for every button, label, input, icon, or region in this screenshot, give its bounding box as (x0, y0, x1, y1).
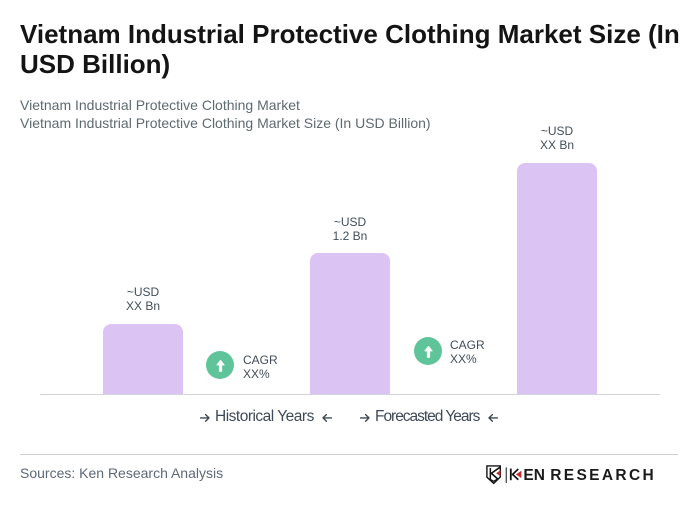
svg-text:RESEARCH: RESEARCH (550, 467, 654, 484)
svg-text:EN: EN (523, 467, 545, 484)
